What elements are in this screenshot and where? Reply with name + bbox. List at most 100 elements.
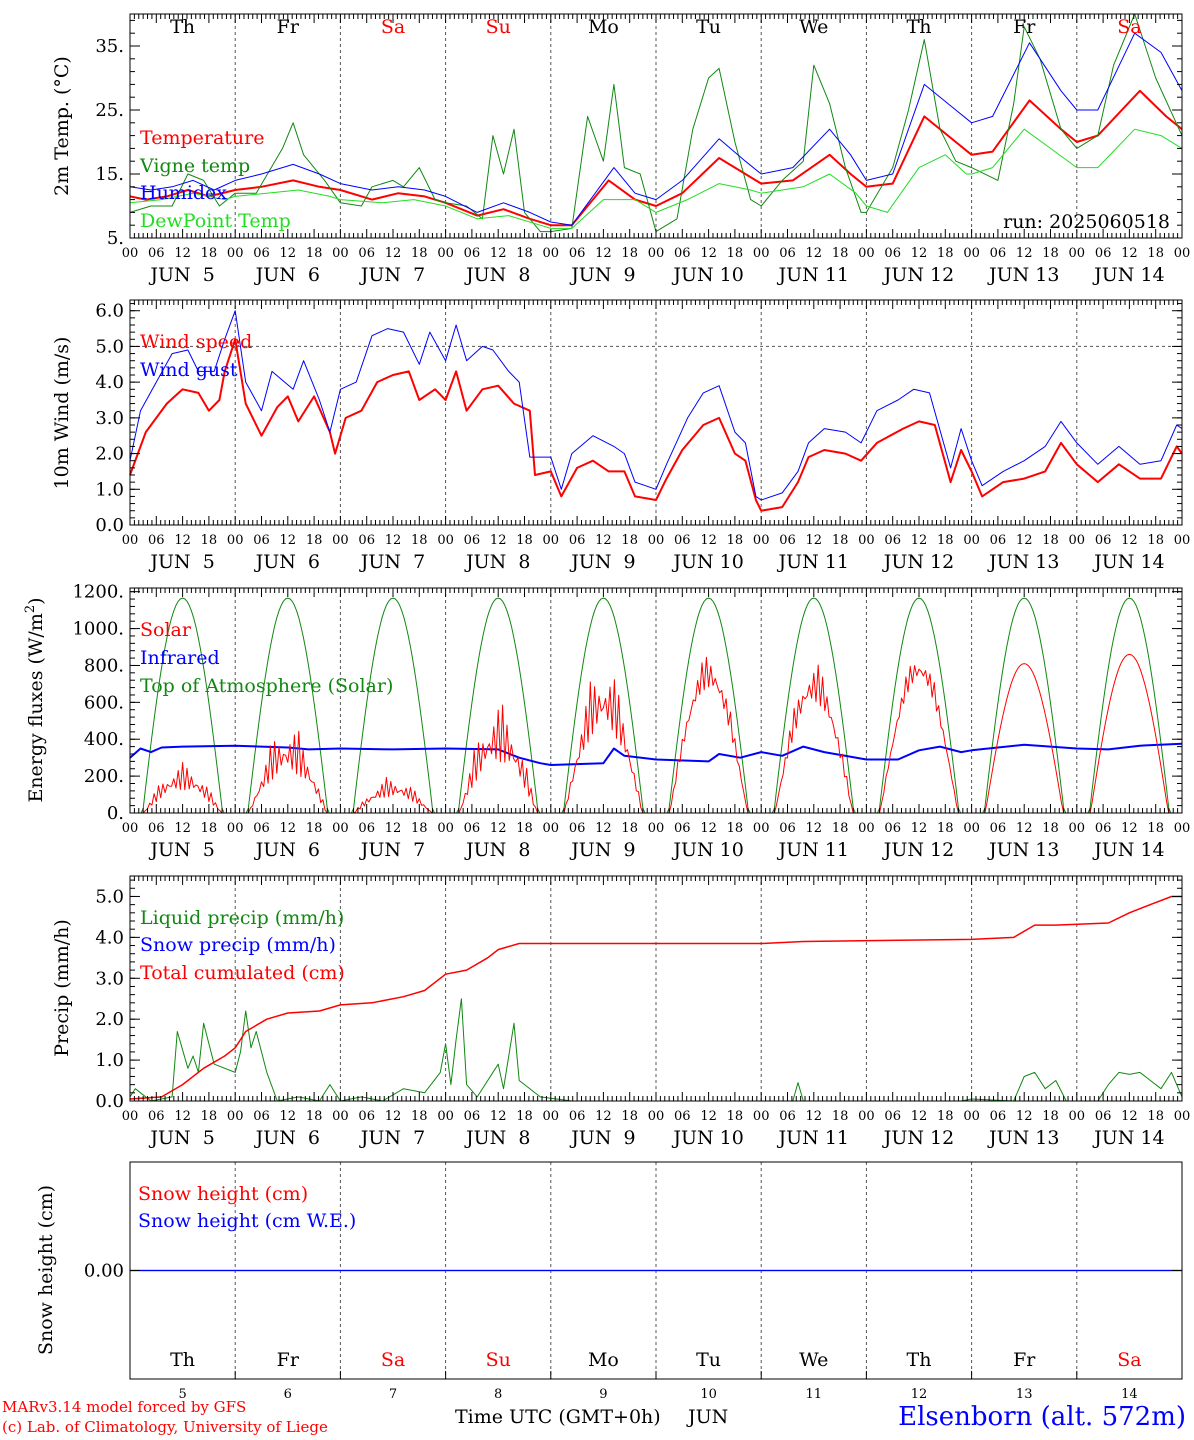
hour-tick-label: 18 [937, 533, 954, 548]
hour-tick-label: 00 [753, 1109, 770, 1124]
hour-tick-label: 06 [779, 533, 796, 548]
hour-tick-label: 18 [306, 246, 323, 261]
hour-tick-label: 00 [1069, 1109, 1086, 1124]
hour-tick-label: 12 [174, 821, 191, 836]
temperature-series [129, 13, 1183, 233]
hour-tick-label: 00 [543, 1109, 560, 1124]
precip-legend-liquid: Liquid precip (mm/h) [140, 907, 344, 929]
hour-tick-label: 12 [911, 1109, 928, 1124]
hour-tick-label: 06 [569, 533, 586, 548]
weekday-label: Su [486, 1349, 511, 1371]
hour-tick-label: 06 [674, 533, 691, 548]
day-label: JUN 10 [671, 264, 743, 286]
model-credit: MARv3.14 model forced by GFS [2, 1398, 247, 1416]
y-tick-label: 0.00 [84, 1261, 124, 1282]
hour-tick-label: 18 [727, 533, 744, 548]
hour-tick-label: 00 [858, 533, 875, 548]
y-tick-label: 4.0 [95, 927, 124, 948]
hour-tick-label: 12 [1016, 1109, 1033, 1124]
hour-tick-label: 06 [358, 533, 375, 548]
hour-tick-label: 06 [569, 1109, 586, 1124]
day-label: JUN 7 [359, 839, 425, 861]
hour-tick-label: 00 [858, 1109, 875, 1124]
weekday-label: Sa [1117, 16, 1141, 38]
y-tick-label: 5.0 [95, 886, 124, 907]
day-label: JUN 13 [987, 264, 1059, 286]
hour-tick-label: 18 [516, 821, 533, 836]
y-tick-label: 0.0 [95, 515, 124, 536]
weekday-label: We [799, 1349, 828, 1371]
weekday-label: Sa [381, 16, 405, 38]
hour-tick-label: 00 [332, 821, 349, 836]
hour-tick-label: 00 [963, 246, 980, 261]
precip-grid [234, 876, 1078, 1101]
y-tick-label: 0.0 [95, 1091, 124, 1112]
hour-tick-label: 12 [174, 1109, 191, 1124]
day-label: JUN 13 [987, 551, 1059, 573]
hour-tick-label: 06 [148, 821, 165, 836]
hour-tick-label: 18 [621, 533, 638, 548]
wind-panel: 00 06 12 18 00 06 12 18 00 06 12 18 00 06 12 18 00 06 12 18… [51, 299, 1190, 573]
hour-tick-label: 06 [148, 1109, 165, 1124]
series-line [129, 742, 1183, 766]
hour-tick-label: 18 [201, 1109, 218, 1124]
weekday-label: Su [486, 16, 511, 38]
day-label: JUN 9 [569, 264, 635, 286]
hour-tick-label: 06 [990, 1109, 1007, 1124]
bottom-day-numbers: 5 6 7 8 9 10 11 12 13 14 [178, 1387, 1137, 1402]
hour-tick-label: 06 [464, 1109, 481, 1124]
hour-tick-label: 18 [621, 1109, 638, 1124]
weekday-label: Fr [1013, 1349, 1036, 1371]
y-tick-label: 1000. [72, 619, 124, 640]
hour-tick-label: 06 [990, 533, 1007, 548]
hour-tick-label: 06 [464, 821, 481, 836]
day-label: JUN 9 [569, 1127, 635, 1149]
hour-tick-label: 12 [806, 246, 823, 261]
weekday-label: Sa [1117, 1349, 1141, 1371]
hour-tick-label: 06 [884, 533, 901, 548]
hour-tick-label: 00 [963, 821, 980, 836]
hour-tick-label: 12 [280, 533, 297, 548]
hour-tick-label: 12 [595, 821, 612, 836]
day-label: JUN 8 [464, 1127, 530, 1149]
hour-tick-label: 12 [595, 246, 612, 261]
y-tick-label: 800. [84, 655, 124, 676]
hour-tick-label: 12 [595, 533, 612, 548]
day-label: JUN 9 [569, 551, 635, 573]
hour-tick-label: 18 [411, 246, 428, 261]
hour-tick-label: 18 [1042, 533, 1059, 548]
precip-panel: 00 06 12 18 00 06 12 18 00 06 12 18 00 06 12 18 00 06 12 18… [51, 875, 1190, 1149]
hour-tick-label: 00 [437, 1109, 454, 1124]
hour-tick-label: 00 [648, 821, 665, 836]
y-tick-label: 0. [107, 803, 124, 824]
y-tick-label: 600. [84, 692, 124, 713]
day-label: JUN 12 [882, 551, 954, 573]
series-line [129, 895, 1182, 1100]
temperature-legend-humidex: Humidex [140, 182, 227, 204]
hour-tick-label: 00 [753, 533, 770, 548]
y-tick-label: 5. [107, 228, 124, 249]
hour-tick-label: 00 [122, 1109, 139, 1124]
energy-legend-toa: Top of Atmosphere (Solar) [140, 675, 393, 697]
precip-axes: 00 06 12 18 00 06 12 18 00 06 12 18 00 06 12 18 00 06 12 18… [95, 876, 1190, 1149]
hour-tick-label: 00 [122, 533, 139, 548]
day-label: JUN 10 [671, 839, 743, 861]
bottom-day-number: 14 [1121, 1387, 1138, 1402]
wind-series [129, 310, 1183, 512]
series-line [129, 310, 1183, 501]
hour-tick-label: 00 [753, 821, 770, 836]
temperature-legend-temperature: Temperature [140, 127, 264, 149]
day-label: JUN 7 [359, 264, 425, 286]
hour-tick-label: 00 [437, 246, 454, 261]
bottom-day-number: 6 [284, 1387, 292, 1402]
day-label: JUN 5 [148, 1127, 214, 1149]
hour-tick-label: 06 [884, 246, 901, 261]
hour-tick-label: 18 [937, 246, 954, 261]
hour-tick-label: 12 [806, 533, 823, 548]
copyright-credit: (c) Lab. of Climatology, University of L… [2, 1418, 328, 1436]
station-label: Elsenborn (alt. 572m) [898, 1402, 1186, 1432]
series-line [129, 13, 1183, 233]
day-label: JUN 10 [671, 1127, 743, 1149]
day-label: JUN 8 [464, 264, 530, 286]
